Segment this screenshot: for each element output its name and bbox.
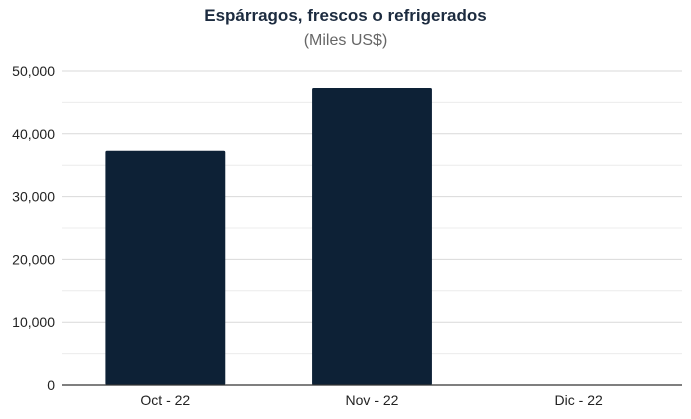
- y-tick-label: 40,000: [12, 126, 55, 142]
- x-tick-label: Dic - 22: [555, 392, 603, 408]
- x-tick-label: Nov - 22: [346, 392, 399, 408]
- chart-subtitle: (Miles US$): [303, 32, 388, 49]
- y-tick-label: 50,000: [12, 63, 55, 79]
- y-tick-label: 10,000: [12, 314, 55, 330]
- y-axis-tick-labels: 0 10,000 20,000 30,000 40,000 50,000: [12, 63, 55, 393]
- x-tick-label: Oct - 22: [140, 392, 190, 408]
- bar-1: [105, 150, 226, 385]
- bars-layer: [105, 87, 432, 386]
- x-axis-tick-labels: Oct - 22 Nov - 22 Dic - 22: [140, 392, 603, 408]
- y-tick-label: 0: [47, 377, 55, 393]
- bar-2: [312, 87, 432, 386]
- y-tick-label: 20,000: [12, 251, 55, 267]
- chart-title: Espárragos, frescos o refrigerados: [204, 6, 487, 25]
- y-tick-label: 30,000: [12, 189, 55, 205]
